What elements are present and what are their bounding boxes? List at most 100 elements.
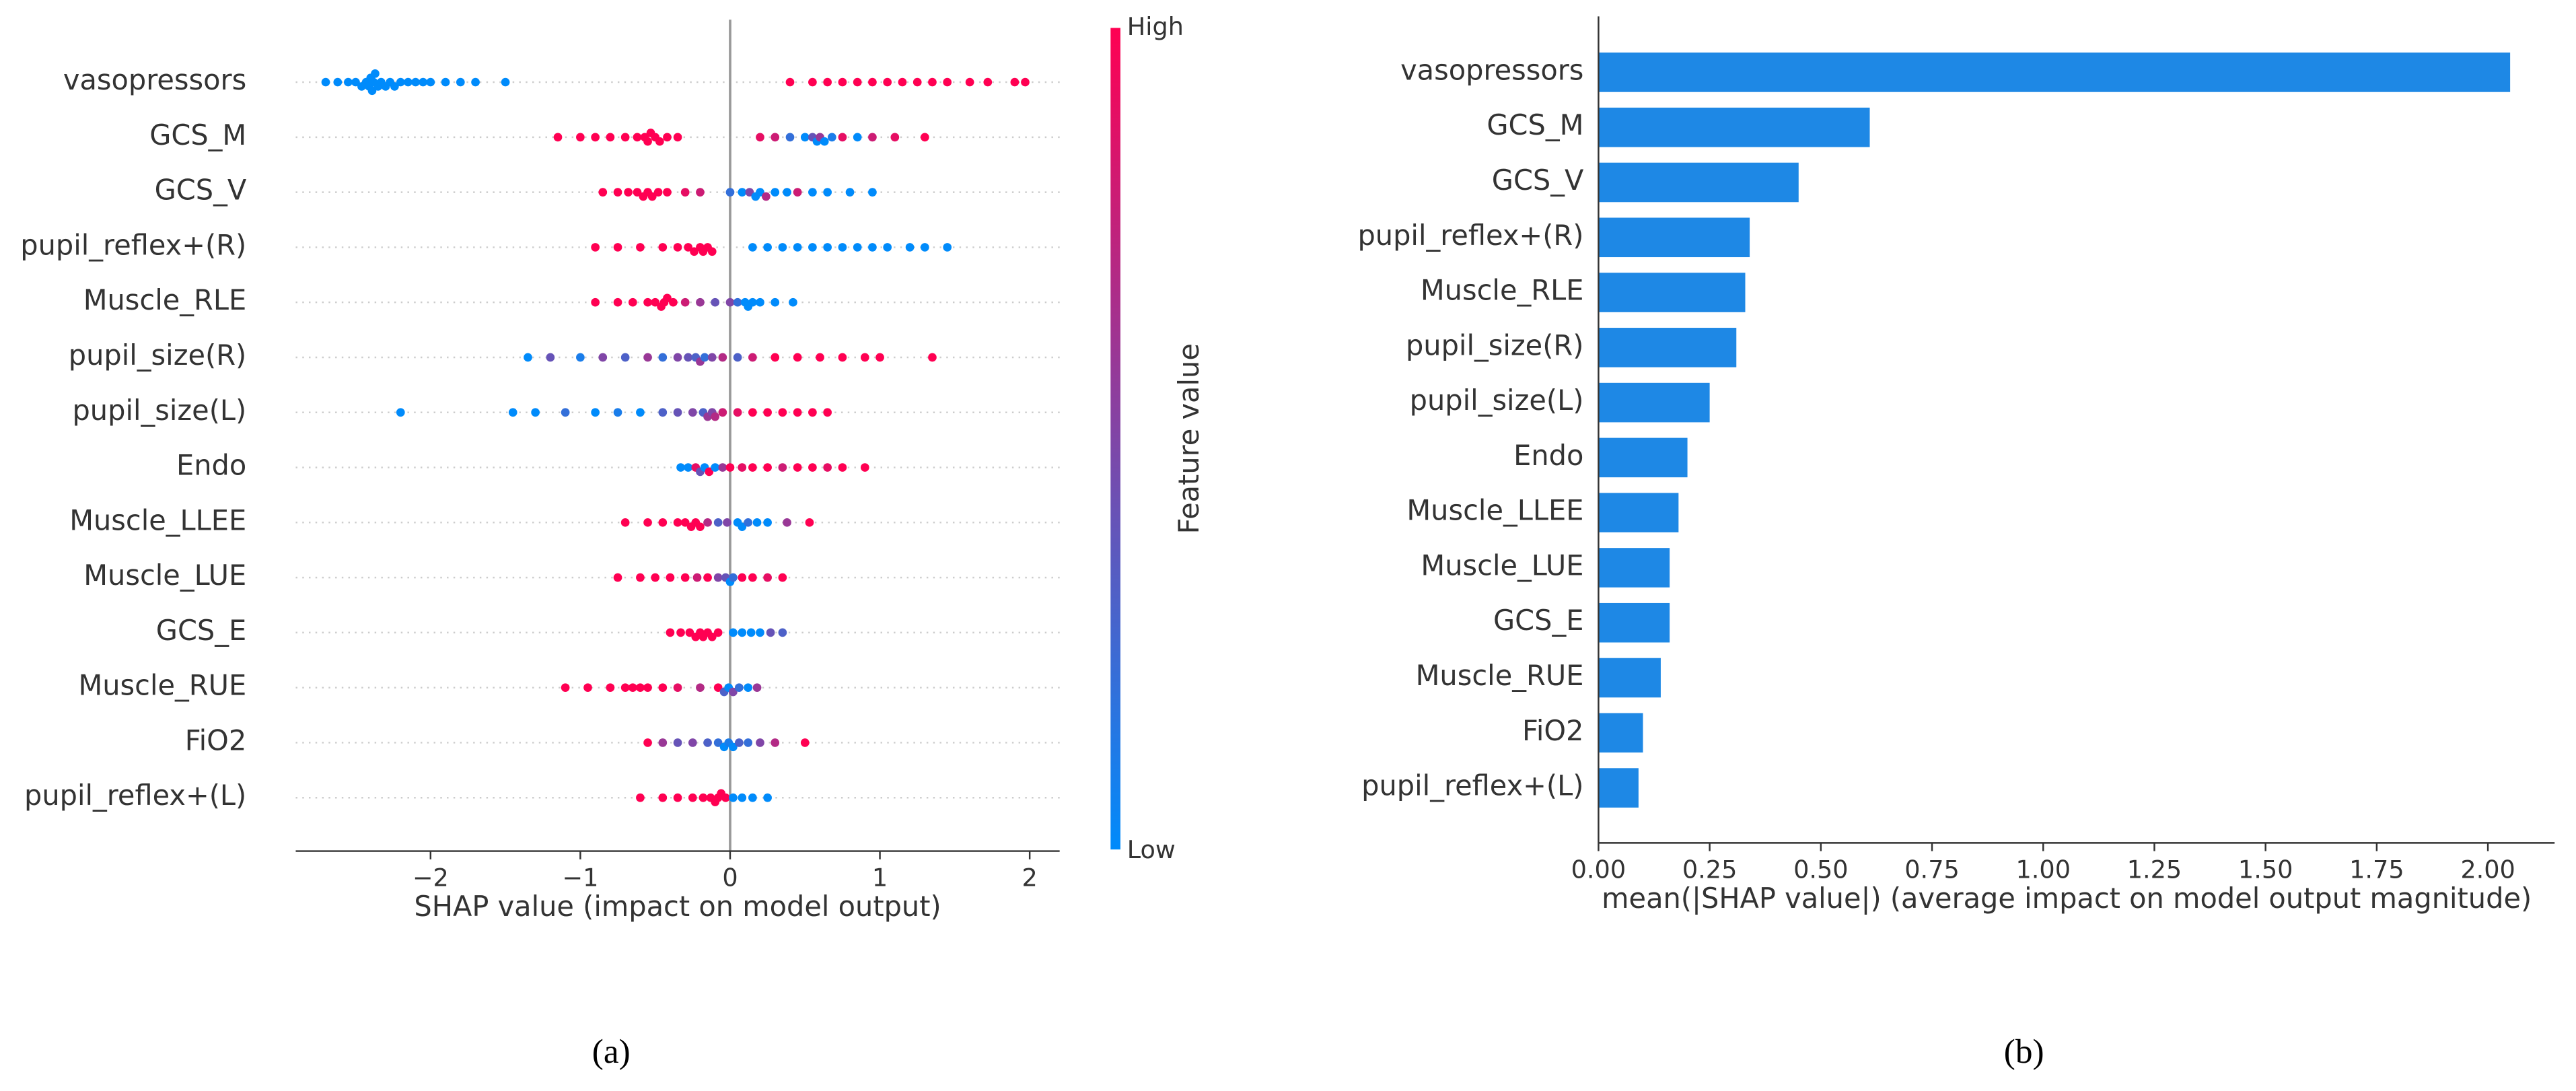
- y-tick-label: FiO2: [1522, 714, 1583, 747]
- dot: [778, 573, 787, 582]
- dot: [620, 518, 630, 527]
- colorbar-label: Feature value: [1172, 343, 1205, 534]
- dot: [658, 408, 668, 417]
- dot: [663, 133, 672, 142]
- dot: [733, 297, 742, 307]
- bar: [1598, 217, 1750, 258]
- dot: [713, 573, 723, 582]
- dot: [643, 683, 652, 693]
- dot: [920, 243, 929, 252]
- dot: [943, 77, 952, 87]
- dot: [606, 133, 615, 142]
- dot: [729, 628, 738, 637]
- dot: [711, 412, 720, 421]
- dot: [783, 188, 791, 197]
- dot: [860, 353, 869, 362]
- dot: [321, 77, 330, 87]
- dot: [756, 133, 764, 142]
- dot: [711, 463, 720, 472]
- dot: [419, 77, 428, 87]
- dot: [700, 353, 709, 362]
- dot: [738, 522, 747, 532]
- dot: [696, 683, 705, 693]
- dot: [673, 243, 682, 252]
- bar: [1598, 328, 1737, 367]
- dot: [636, 573, 645, 582]
- x-tick-label: 2.00: [2460, 855, 2515, 884]
- dot: [752, 683, 762, 693]
- dot: [624, 188, 633, 197]
- bar: [1598, 437, 1688, 478]
- dot: [748, 793, 757, 802]
- dot: [868, 77, 877, 87]
- dot: [713, 518, 723, 527]
- dot: [546, 353, 555, 362]
- dot: [636, 683, 645, 693]
- y-tick-label: pupil_reflex+(L): [24, 779, 246, 812]
- y-tick-label: Muscle_RLE: [1421, 274, 1584, 307]
- dot: [628, 297, 637, 307]
- y-tick-label: pupil_size(R): [1406, 328, 1583, 361]
- dot: [763, 243, 772, 252]
- dot: [620, 683, 630, 693]
- dot: [883, 77, 892, 87]
- dot: [838, 463, 847, 472]
- y-tick-label: GCS_E: [1493, 604, 1583, 637]
- dot: [684, 463, 692, 472]
- dot: [666, 628, 675, 637]
- dot: [696, 522, 705, 532]
- dot: [688, 408, 697, 417]
- dot: [651, 573, 660, 582]
- y-tick-label: pupil_size(R): [69, 339, 246, 372]
- dot: [729, 793, 738, 802]
- y-tick-label: vasopressors: [63, 63, 246, 96]
- dot: [676, 628, 685, 637]
- y-tick-label: Endo: [1513, 439, 1583, 472]
- y-tick-label: GCS_V: [1492, 164, 1584, 197]
- y-tick-label: pupil_size(L): [72, 394, 246, 427]
- dot: [729, 573, 738, 582]
- dot: [718, 408, 727, 417]
- dot: [838, 243, 847, 252]
- dot: [713, 738, 723, 747]
- dot: [756, 628, 764, 637]
- colorbar-high: High: [1127, 12, 1184, 41]
- dot: [1021, 77, 1030, 87]
- dot: [823, 408, 832, 417]
- x-axis-label: mean(|SHAP value|) (average impact on mo…: [1602, 882, 2532, 915]
- dot: [613, 188, 622, 197]
- dot: [508, 408, 517, 417]
- dot: [680, 573, 690, 582]
- dot: [778, 463, 787, 472]
- dot: [633, 133, 642, 142]
- y-tick-label: GCS_M: [149, 118, 246, 151]
- dot: [676, 463, 685, 472]
- dot: [725, 297, 735, 307]
- dot: [576, 133, 585, 142]
- bar: [1598, 52, 2511, 92]
- dot: [800, 738, 810, 747]
- dot: [690, 247, 699, 256]
- dot: [785, 77, 795, 87]
- dot: [793, 463, 802, 472]
- dot: [853, 133, 862, 142]
- dot: [598, 353, 608, 362]
- y-tick-label: Muscle_RUE: [1416, 659, 1584, 692]
- dot: [673, 683, 682, 693]
- dot: [591, 133, 600, 142]
- dot: [598, 188, 608, 197]
- x-tick-label: −1: [562, 864, 598, 892]
- dot: [703, 738, 712, 747]
- x-tick-label: 1: [872, 864, 888, 892]
- caption: (a): [592, 1032, 631, 1071]
- dot: [404, 77, 413, 87]
- dot: [553, 133, 563, 142]
- dot: [725, 188, 735, 197]
- dot: [808, 77, 817, 87]
- dot: [396, 77, 405, 87]
- dot: [643, 297, 652, 307]
- dot: [745, 188, 754, 197]
- dot: [838, 133, 847, 142]
- y-tick-label: pupil_reflex+(R): [1357, 219, 1583, 252]
- dot: [838, 353, 847, 362]
